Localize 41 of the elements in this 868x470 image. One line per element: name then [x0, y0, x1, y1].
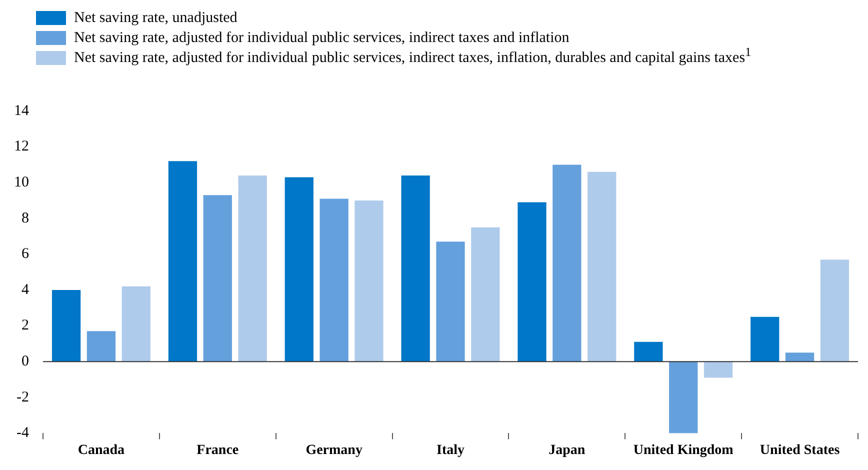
bar [785, 352, 814, 362]
bar [203, 195, 232, 362]
bar [284, 177, 314, 362]
y-tick-label: -2 [16, 389, 29, 406]
y-tick-label: 14 [14, 102, 30, 119]
bar [669, 362, 698, 434]
bar [820, 260, 850, 362]
bar [552, 164, 582, 362]
y-tick-label: 0 [22, 354, 29, 370]
bar [634, 342, 663, 362]
x-tick-label: Italy [436, 443, 464, 458]
x-tick-label: United Kingdom [633, 443, 734, 458]
bar [588, 172, 616, 362]
legend-label: Net saving rate, adjusted for individual public services, indirect taxes, inflation, durables and capital gains taxes$^{1}$ [74, 45, 752, 68]
y-tick-label: 8 [22, 210, 29, 226]
y-tick-label: 4 [22, 282, 30, 298]
x-tick-label: Japan [548, 443, 586, 458]
bar [401, 175, 430, 362]
y-tick-label: 10 [14, 174, 29, 191]
bar [238, 175, 267, 362]
bar [436, 242, 465, 362]
bar [704, 362, 733, 378]
legend-label: Net saving rate, unadjusted [74, 9, 238, 28]
y-tick-label: 12 [14, 138, 29, 155]
x-tick-label: France [196, 443, 239, 458]
bar [518, 202, 546, 362]
y-tick-label: 6 [22, 246, 30, 262]
bar [168, 161, 198, 362]
x-tick-label: United States [760, 443, 840, 458]
bar [750, 316, 780, 362]
bar [320, 198, 348, 362]
legend-label: Net saving rate, adjusted for individual public services, indirect taxes and inflation [74, 29, 570, 48]
x-tick-label: Canada [78, 443, 125, 458]
bar [86, 331, 116, 362]
bar [52, 290, 81, 362]
bar [122, 286, 150, 362]
x-tick-label: Germany [306, 443, 362, 458]
bar [354, 200, 384, 362]
bar [471, 227, 500, 362]
y-tick-label: -4 [16, 425, 30, 442]
y-tick-label: 2 [22, 318, 29, 334]
